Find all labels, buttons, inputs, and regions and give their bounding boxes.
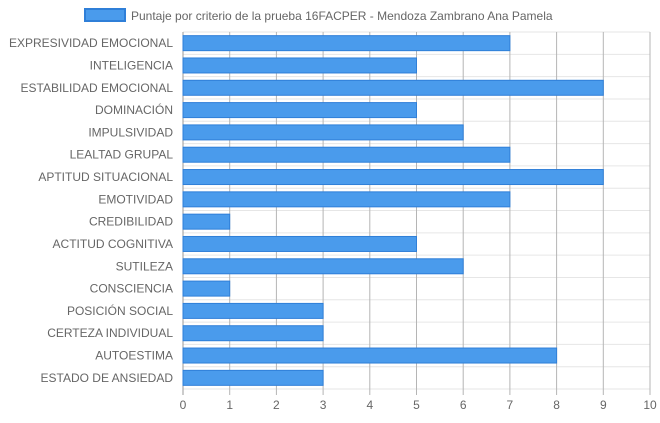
bar: [182, 213, 231, 230]
category-label: CERTEZA INDIVIDUAL: [47, 326, 173, 340]
x-tick-label: 1: [226, 398, 233, 412]
x-tick-label: 9: [600, 398, 607, 412]
category-label: CREDIBILIDAD: [89, 215, 173, 229]
category-label: AUTOESTIMA: [95, 349, 173, 363]
category-label: EMOTIVIDAD: [98, 192, 173, 206]
bar: [182, 35, 511, 52]
category-label: EXPRESIVIDAD EMOCIONAL: [9, 36, 173, 50]
legend-swatch: [84, 8, 126, 22]
bar: [182, 302, 324, 319]
x-tick-label: 2: [273, 398, 280, 412]
bar: [182, 124, 464, 141]
x-tick-label: 4: [366, 398, 373, 412]
x-tick-label: 5: [413, 398, 420, 412]
category-label: ESTABILIDAD EMOCIONAL: [21, 81, 174, 95]
bar: [182, 325, 324, 342]
category-label: ESTADO DE ANSIEDAD: [41, 371, 174, 385]
bar: [182, 146, 511, 163]
bar: [182, 57, 417, 74]
bar: [182, 169, 604, 186]
bar: [182, 235, 417, 252]
x-tick-label: 6: [460, 398, 467, 412]
x-tick-label: 0: [180, 398, 187, 412]
category-label: CONSCIENCIA: [90, 282, 173, 296]
bar: [182, 258, 464, 275]
x-tick-label: 8: [553, 398, 560, 412]
bar: [182, 369, 324, 386]
x-tick-label: 3: [320, 398, 327, 412]
legend-label: Puntaje por criterio de la prueba 16FACP…: [131, 9, 553, 23]
bar: [182, 102, 417, 119]
category-label: DOMINACIÓN: [95, 102, 173, 117]
category-label: INTELIGENCIA: [90, 58, 173, 72]
bar: [182, 280, 231, 297]
category-label: LEALTAD GRUPAL: [70, 148, 174, 162]
category-label: ACTITUD COGNITIVA: [53, 237, 173, 251]
bar: [182, 191, 511, 208]
category-label: IMPULSIVIDAD: [88, 125, 173, 139]
x-tick-label: 7: [507, 398, 514, 412]
bar: [182, 347, 558, 364]
bar: [182, 79, 604, 96]
category-label: SUTILEZA: [116, 259, 173, 273]
x-tick-label: 10: [643, 398, 657, 412]
category-label: POSICIÓN SOCIAL: [67, 303, 173, 318]
category-label: APTITUD SITUACIONAL: [38, 170, 173, 184]
